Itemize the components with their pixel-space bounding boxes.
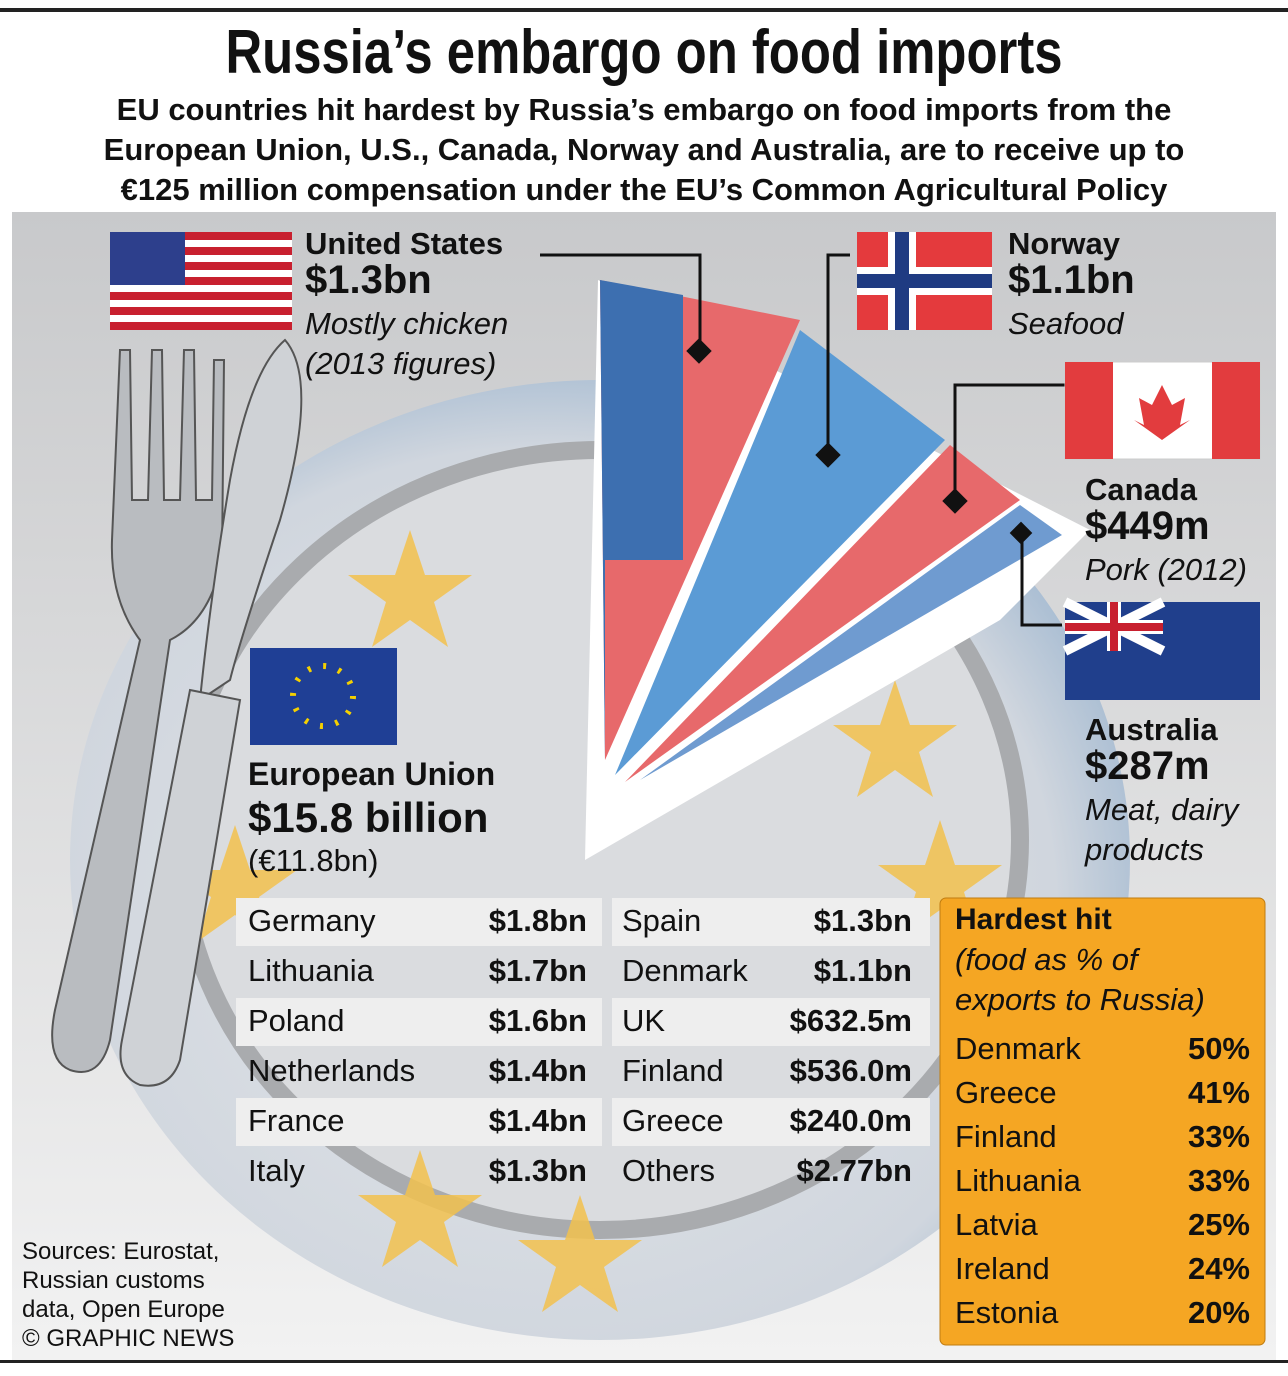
table-value: $1.4bn xyxy=(488,1053,587,1088)
hardest-subtitle: exports to Russia) xyxy=(955,982,1205,1017)
table-value: $1.3bn xyxy=(813,903,912,938)
hardest-title: Hardest hit xyxy=(955,903,1112,936)
country-note: (2013 figures) xyxy=(305,346,497,381)
hardest-hit-box xyxy=(939,897,1266,1346)
eu-note: (€11.8bn) xyxy=(248,843,379,878)
sources: Russian customs xyxy=(22,1267,205,1294)
eu-value: $15.8 billion xyxy=(248,794,489,841)
flag-us xyxy=(110,232,292,330)
flag-australia xyxy=(1062,597,1260,700)
country-value: $287m xyxy=(1085,744,1210,788)
country-value: $1.3bn xyxy=(305,258,432,302)
bottom-rule xyxy=(0,1360,1288,1363)
table-country: Italy xyxy=(248,1153,305,1188)
hardest-value: 50% xyxy=(1187,1031,1250,1066)
country-note: Meat, dairy xyxy=(1085,792,1239,827)
country-name: Norway xyxy=(1008,226,1120,261)
hardest-country: Ireland xyxy=(955,1251,1050,1286)
hardest-value: 24% xyxy=(1187,1251,1250,1286)
table-value: $1.8bn xyxy=(488,903,587,938)
subtitle: EU countries hit hardest by Russia’s emb… xyxy=(116,92,1172,127)
country-name: United States xyxy=(305,226,504,261)
table-value: $632.5m xyxy=(789,1003,912,1038)
hardest-value: 20% xyxy=(1187,1295,1250,1330)
table-value: $1.7bn xyxy=(488,953,587,988)
table-country: Poland xyxy=(248,1003,345,1038)
country-note: Pork (2012) xyxy=(1085,552,1247,587)
country-note: Seafood xyxy=(1008,306,1124,341)
leader-dots xyxy=(686,338,1033,545)
fork xyxy=(51,349,226,1073)
flag-canada xyxy=(1064,361,1261,460)
country-value: $449m xyxy=(1085,504,1210,548)
knife xyxy=(119,338,303,1087)
table-country: Denmark xyxy=(622,953,748,988)
hardest-country: Lithuania xyxy=(955,1163,1081,1198)
table-country: Lithuania xyxy=(248,953,374,988)
hardest-subtitle: (food as % of xyxy=(955,942,1138,977)
leader-lines xyxy=(540,253,1065,627)
hardest-value: 33% xyxy=(1187,1163,1250,1198)
table-country: France xyxy=(248,1103,345,1138)
table-value: $536.0m xyxy=(789,1053,912,1088)
sources: Sources: Eurostat, xyxy=(22,1238,220,1265)
eu-stars xyxy=(173,530,1002,1312)
table-country: Germany xyxy=(248,903,376,938)
wedges xyxy=(600,280,1062,782)
hardest-value: 41% xyxy=(1187,1075,1250,1110)
table-value: $2.77bn xyxy=(796,1153,912,1188)
country-name: Australia xyxy=(1085,712,1218,747)
table-value: $1.3bn xyxy=(488,1153,587,1188)
subtitle: €125 million compensation under the EU’s… xyxy=(120,172,1168,207)
country-value: $1.1bn xyxy=(1008,258,1135,302)
table-country: Netherlands xyxy=(248,1053,416,1088)
table-country: Spain xyxy=(622,903,702,938)
credit: © GRAPHIC NEWS xyxy=(22,1325,235,1352)
subtitle: European Union, U.S., Canada, Norway and… xyxy=(103,132,1185,167)
flag-norway xyxy=(857,232,992,330)
hardest-country: Greece xyxy=(955,1075,1057,1110)
country-note: products xyxy=(1085,832,1204,867)
hardest-country: Denmark xyxy=(955,1031,1081,1066)
table-country: UK xyxy=(622,1003,666,1038)
table-value: $1.4bn xyxy=(488,1103,587,1138)
hardest-country: Estonia xyxy=(955,1295,1059,1330)
title: Russia’s embargo on food imports xyxy=(225,18,1063,87)
table-country: Finland xyxy=(622,1053,724,1088)
hardest-country: Latvia xyxy=(955,1207,1038,1242)
table-country: Greece xyxy=(622,1103,724,1138)
eu-name: European Union xyxy=(248,756,496,792)
hardest-value: 33% xyxy=(1187,1119,1250,1154)
hardest-country: Finland xyxy=(955,1119,1057,1154)
flag-eu xyxy=(250,648,397,745)
table-country: Others xyxy=(622,1153,716,1188)
table-value: $1.6bn xyxy=(488,1003,587,1038)
table-value: $240.0m xyxy=(789,1103,912,1138)
table-value: $1.1bn xyxy=(813,953,912,988)
country-note: Mostly chicken xyxy=(305,306,509,341)
table-bands xyxy=(236,898,930,1146)
hardest-value: 25% xyxy=(1187,1207,1250,1242)
country-name: Canada xyxy=(1085,472,1197,507)
sources: data, Open Europe xyxy=(22,1296,225,1323)
top-rule xyxy=(0,8,1288,12)
